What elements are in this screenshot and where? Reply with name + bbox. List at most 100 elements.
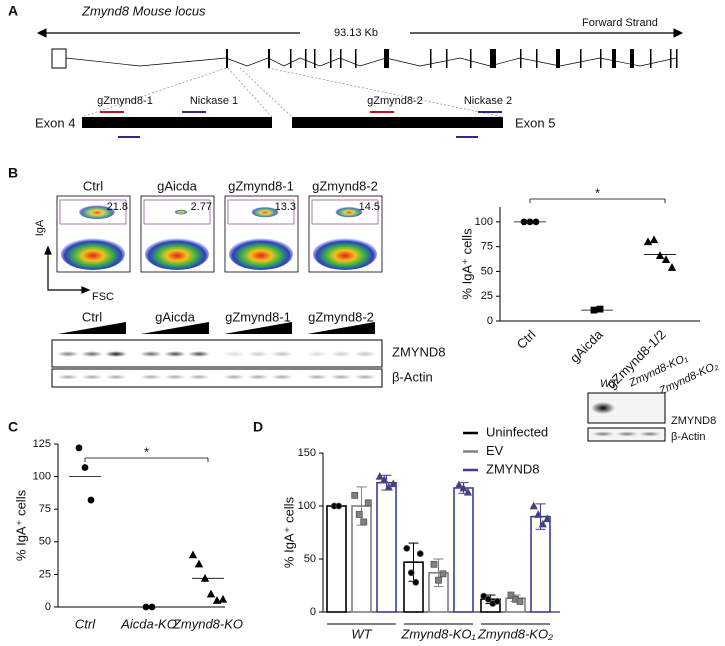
band xyxy=(616,431,638,437)
point xyxy=(463,487,473,496)
y-tick-label: 25 xyxy=(39,568,51,580)
point xyxy=(87,496,95,504)
point xyxy=(435,576,442,584)
point xyxy=(534,510,543,518)
band xyxy=(330,351,352,357)
sample-label: gZmynd8-2 xyxy=(312,178,378,193)
band xyxy=(271,374,293,380)
point xyxy=(596,305,604,313)
point xyxy=(75,444,83,452)
flow-x-label: FSC xyxy=(92,291,114,303)
exon-label: Exon 4 xyxy=(35,115,75,130)
band xyxy=(164,374,186,380)
population xyxy=(251,206,279,218)
band xyxy=(354,374,376,380)
point xyxy=(355,511,363,518)
band xyxy=(164,351,186,357)
point xyxy=(526,218,534,226)
point xyxy=(520,218,528,226)
y-axis-label: % IgA⁺ cells xyxy=(281,496,296,568)
sample-label: gAicda xyxy=(157,178,198,193)
gate xyxy=(143,199,211,225)
blot xyxy=(51,368,383,388)
band xyxy=(223,351,245,357)
sample-label: gZmynd8-1 xyxy=(228,178,294,193)
point xyxy=(454,480,464,489)
y-tick-label: 50 xyxy=(481,265,493,277)
locus-length: 93.13 Kb xyxy=(334,27,378,39)
guide-label: Nickase 2 xyxy=(464,95,512,107)
point xyxy=(532,218,540,226)
population xyxy=(313,238,377,270)
panel-label: A xyxy=(8,3,18,19)
band xyxy=(140,374,162,380)
x-tick-label: Aicda-KO xyxy=(120,616,177,631)
band xyxy=(247,351,269,357)
y-tick-label: 150 xyxy=(298,447,316,459)
point xyxy=(407,569,415,577)
point xyxy=(493,598,501,605)
wedge xyxy=(141,322,209,334)
population xyxy=(229,238,293,270)
bar xyxy=(326,505,347,613)
blot xyxy=(51,339,383,368)
point xyxy=(480,592,488,600)
point xyxy=(194,559,204,568)
y-tick-label: 100 xyxy=(475,216,493,228)
population xyxy=(145,238,209,270)
point xyxy=(364,499,372,507)
legend-label: EV xyxy=(486,443,504,458)
band-label: β-Actin xyxy=(392,369,433,384)
gate-value: 2.77 xyxy=(191,201,212,213)
band xyxy=(81,351,103,357)
point xyxy=(516,598,524,605)
wedge xyxy=(58,322,126,334)
y-tick-label: 100 xyxy=(298,500,316,512)
point xyxy=(81,464,89,471)
band xyxy=(271,351,293,357)
point xyxy=(200,573,210,582)
x-tick-label: WT xyxy=(351,626,372,641)
point xyxy=(380,475,389,483)
point xyxy=(538,519,547,528)
band xyxy=(306,351,328,357)
point xyxy=(212,596,222,604)
point xyxy=(206,589,216,598)
point xyxy=(218,594,228,603)
point xyxy=(543,514,552,523)
point xyxy=(335,502,343,510)
band xyxy=(223,374,245,380)
population xyxy=(79,205,115,219)
point xyxy=(667,263,677,271)
x-tick-label: Ctrl xyxy=(514,327,539,352)
x-tick-label: gAicda xyxy=(567,326,606,365)
lane-label: WT xyxy=(600,378,618,390)
x-tick-label: Zmynd8-KO xyxy=(172,616,243,631)
y-tick-label: 25 xyxy=(481,290,493,302)
point xyxy=(360,518,368,526)
point xyxy=(439,570,447,578)
legend-label: ZMYND8 xyxy=(486,461,539,476)
bar xyxy=(530,515,551,613)
wedge xyxy=(307,322,375,334)
significance: * xyxy=(144,444,149,459)
point xyxy=(412,578,420,586)
gate xyxy=(311,199,379,225)
band xyxy=(354,351,376,357)
band-label: ZMYND8 xyxy=(392,344,445,359)
point xyxy=(643,237,653,246)
point xyxy=(416,550,424,558)
y-tick-label: 75 xyxy=(481,241,493,253)
population xyxy=(61,238,125,270)
band xyxy=(57,351,79,357)
panel-label: C xyxy=(8,419,18,435)
x-tick-label: Zmynd8-KO₂ xyxy=(477,626,553,641)
sample-label: Ctrl xyxy=(83,178,103,193)
band xyxy=(81,374,103,380)
gate-value: 14.5 xyxy=(359,201,380,213)
point xyxy=(661,255,671,263)
point xyxy=(188,550,198,559)
band xyxy=(247,374,269,380)
bar xyxy=(453,487,474,613)
lane-label: gAicda xyxy=(155,309,196,324)
